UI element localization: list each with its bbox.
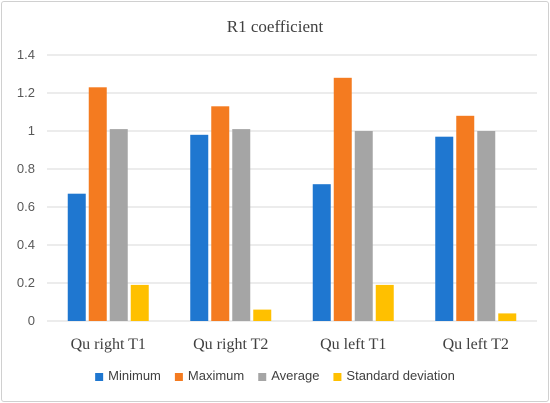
bar-minimum: [190, 134, 209, 321]
bar-average: [232, 129, 251, 321]
legend-label: Average: [271, 368, 319, 383]
y-axis-ticks: 0 0.2 0.4 0.6 0.8 1 1.2 1.4: [17, 47, 35, 328]
bar-maximum: [88, 87, 107, 321]
bar-standard-deviation: [130, 284, 149, 321]
x-axis-ticks: Qu right T1 Qu right T2 Qu left T1 Qu left …: [71, 336, 509, 353]
y-tick-label: 0: [28, 313, 35, 328]
x-tick-label: Qu left T1: [320, 336, 386, 353]
bar-average: [477, 131, 496, 321]
y-tick-label: 0.4: [17, 237, 35, 252]
bar-minimum: [435, 136, 454, 321]
bar-minimum: [312, 184, 331, 321]
legend: Minimum Maximum Average Standard deviation: [95, 368, 455, 383]
chart-title: R1 coefficient: [227, 17, 324, 36]
bars: [67, 77, 517, 321]
y-tick-label: 0.8: [17, 161, 35, 176]
bar-maximum: [333, 77, 352, 321]
legend-swatch: [258, 373, 267, 381]
y-tick-label: 1.2: [17, 85, 35, 100]
bar-standard-deviation: [253, 309, 272, 321]
x-tick-label: Qu right T2: [193, 336, 268, 353]
y-tick-label: 1: [28, 123, 35, 138]
bar-average: [354, 131, 373, 321]
bar-standard-deviation: [498, 313, 517, 321]
y-tick-label: 0.6: [17, 199, 35, 214]
x-tick-label: Qu right T1: [71, 336, 146, 353]
legend-label: Minimum: [108, 368, 161, 383]
x-tick-label: Qu left T2: [443, 336, 509, 353]
bar-maximum: [211, 106, 230, 321]
gridlines: [47, 54, 537, 322]
y-tick-label: 1.4: [17, 47, 35, 62]
bar-average: [109, 129, 128, 321]
legend-label: Maximum: [188, 368, 244, 383]
legend-label: Standard deviation: [346, 368, 454, 383]
legend-swatch: [95, 373, 104, 381]
bar-minimum: [67, 193, 86, 321]
bar-standard-deviation: [375, 284, 394, 321]
legend-swatch: [174, 373, 183, 381]
bar-maximum: [456, 115, 475, 321]
y-tick-label: 0.2: [17, 275, 35, 290]
legend-swatch: [333, 373, 342, 381]
